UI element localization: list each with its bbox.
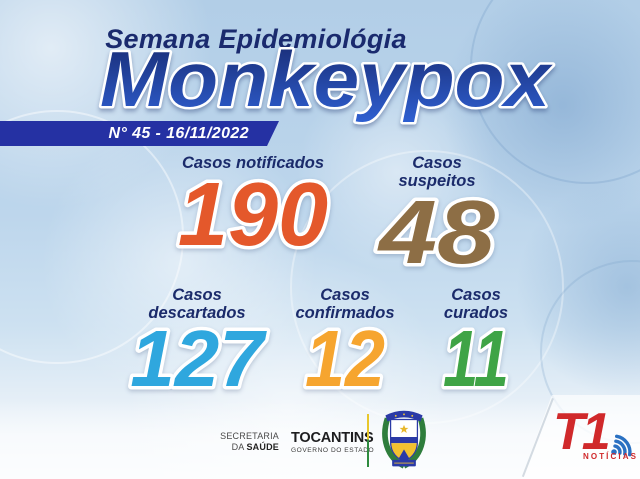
tocantins-subtitle: GOVERNO DO ESTADO	[291, 447, 375, 454]
stat-value-suspeitos: 48	[377, 183, 495, 283]
kicker-title: Semana Epidemiológia	[105, 24, 407, 54]
main-title: Monkeypox	[98, 33, 557, 126]
wifi-signal-icon	[611, 434, 632, 457]
secretaria-saude-logo: SECRETARIA DA SAÚDE	[199, 431, 279, 454]
stat-value-descartados: 127	[130, 314, 267, 403]
t1-noticias-logo: T1	[553, 403, 632, 461]
stat-casos-suspeitos: Casos suspeitos 48	[342, 154, 532, 287]
stat-number-curados-graphic: 11	[440, 311, 513, 407]
stat-label-notificados: Casos notificados	[181, 154, 325, 172]
stat-value-notificados: 190	[178, 165, 328, 265]
banner-top	[385, 410, 423, 422]
stat-casos-confirmados: Casos confirmados 12	[250, 286, 440, 407]
logo-divider	[367, 414, 369, 467]
stat-number-confirmados-graphic: 12	[302, 311, 389, 407]
stat-label-suspeitos: Casos suspeitos	[398, 154, 476, 191]
tocantins-government-logo: TOCANTINS GOVERNO DO ESTADO	[291, 430, 374, 454]
stat-number-suspeitos-graphic: 48	[373, 180, 498, 287]
secretaria-da: DA	[231, 442, 245, 453]
stat-label-confirmados: Casos confirmados	[295, 286, 395, 323]
secretaria-line1: SECRETARIA	[220, 431, 279, 441]
shield-star	[399, 424, 409, 433]
secretaria-line2: DA SAÚDE	[199, 442, 279, 453]
stat-label-descartados: Casos descartados	[148, 286, 246, 323]
t1-logo-text: T1	[553, 403, 609, 461]
tocantins-coat-of-arms-icon	[382, 410, 426, 469]
main-title-text: Monkeypox	[100, 35, 554, 123]
secretaria-saude: SAÚDE	[246, 442, 279, 453]
stat-value-curados: 11	[443, 314, 509, 403]
t1-logo-subtitle: NOTÍCIAS	[583, 452, 639, 461]
tocantins-name: TOCANTINS	[291, 430, 374, 446]
stat-label-curados: Casos curados	[443, 286, 509, 323]
stat-value-confirmados: 12	[305, 314, 385, 403]
edition-ribbon: N° 45 - 16/11/2022	[0, 121, 279, 146]
stat-casos-curados: Casos curados 11	[391, 286, 561, 407]
stat-casos-descartados: Casos descartados 127	[102, 286, 292, 407]
stat-number-notificados-graphic: 190	[174, 162, 331, 269]
stat-number-descartados-graphic: 127	[127, 311, 271, 407]
edition-text: N° 45 - 16/11/2022	[108, 124, 249, 142]
stat-casos-notificados: Casos notificados 190	[148, 154, 358, 269]
